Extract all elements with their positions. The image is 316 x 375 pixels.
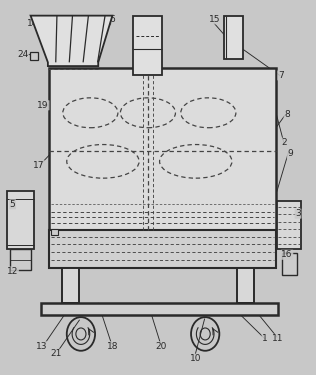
Bar [133,16,162,75]
Text: 18: 18 [106,342,118,351]
Polygon shape [31,16,112,66]
Text: 16: 16 [281,250,293,259]
Text: 21: 21 [50,349,61,358]
Bar [30,51,39,60]
Text: 13: 13 [36,342,47,351]
Text: 17: 17 [33,160,44,170]
Text: 4: 4 [152,17,158,26]
Text: 2: 2 [281,138,287,147]
Text: 23: 23 [85,15,96,24]
Bar [50,68,276,231]
Text: 19: 19 [37,101,49,110]
Text: 22: 22 [69,15,80,24]
Bar [50,231,276,268]
Text: 10: 10 [190,354,202,363]
Text: 8: 8 [284,110,290,119]
Text: 6: 6 [110,15,115,24]
Bar [7,191,34,249]
Bar [62,268,79,303]
Text: 20: 20 [155,342,167,351]
Bar [10,249,31,270]
Bar [277,201,301,249]
Text: 3: 3 [295,209,301,218]
Text: 24: 24 [17,50,28,59]
Text: 7: 7 [278,71,283,80]
Text: 12: 12 [7,267,18,276]
Bar [282,253,297,275]
Text: 15: 15 [209,15,220,24]
Text: 9: 9 [287,149,293,158]
Text: 5: 5 [10,200,15,209]
Bar [237,268,254,303]
Text: 11: 11 [272,334,283,344]
Bar [51,230,58,235]
Text: 1: 1 [262,334,268,344]
Bar [224,16,243,58]
Text: 14: 14 [27,19,38,28]
Bar [41,303,278,315]
